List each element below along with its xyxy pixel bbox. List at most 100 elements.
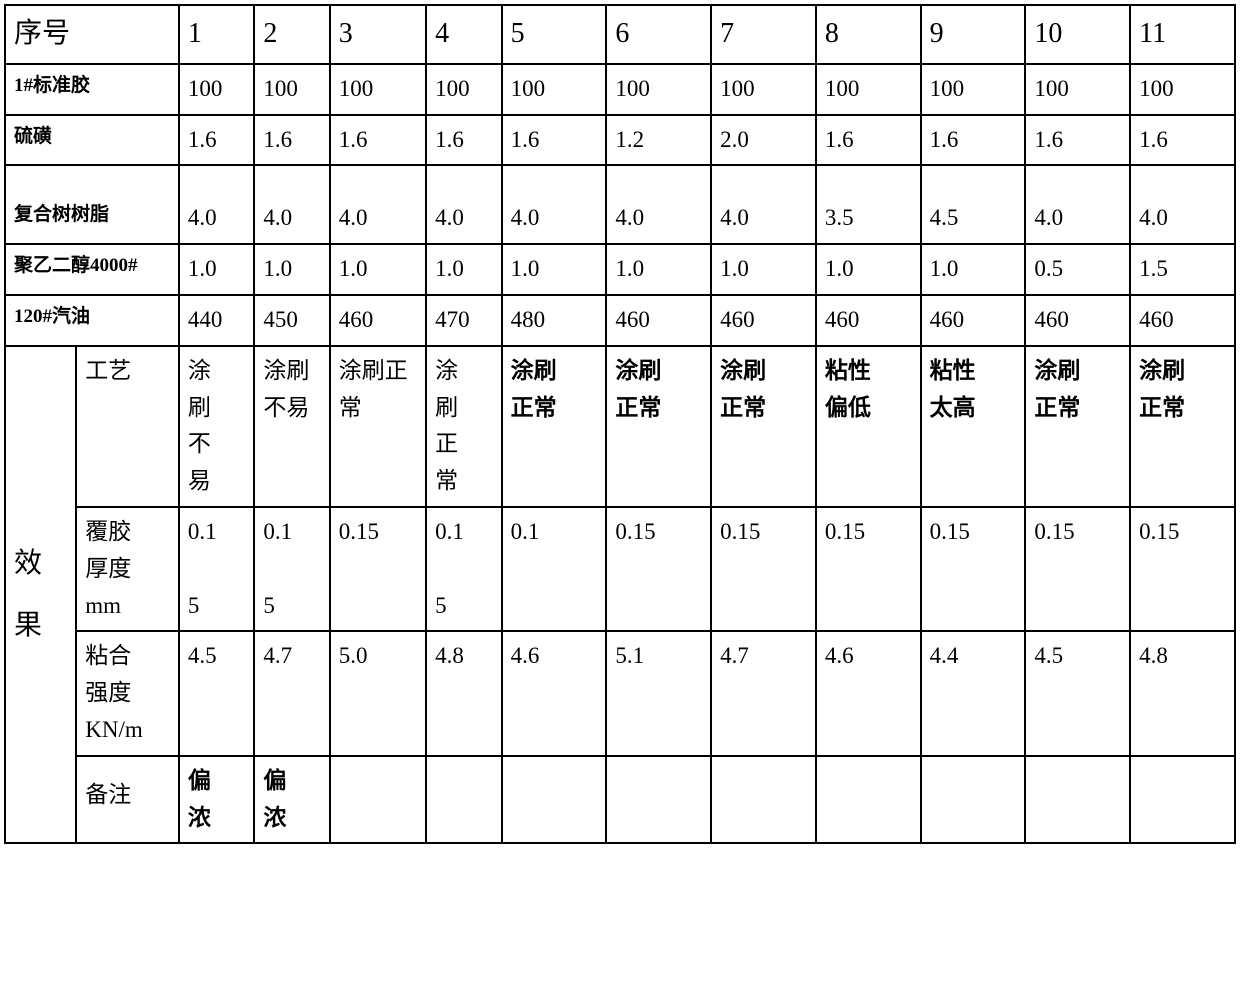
- cell: 460: [816, 295, 921, 346]
- cell: 1.6: [816, 115, 921, 166]
- cell: 460: [921, 295, 1026, 346]
- row-label: 硫磺: [5, 115, 179, 166]
- col-8: 8: [816, 5, 921, 64]
- cell: 450: [254, 295, 329, 346]
- cell: 100: [330, 64, 426, 115]
- row-label: 120#汽油: [5, 295, 179, 346]
- cell: 100: [816, 64, 921, 115]
- cell: 4.0: [711, 165, 816, 244]
- row-sulfur: 硫磺 1.6 1.6 1.6 1.6 1.6 1.2 2.0 1.6 1.6 1…: [5, 115, 1235, 166]
- row-effect-process: 效果 工艺 涂刷不易 涂刷不易 涂刷正常 涂刷正常 涂刷正常 涂刷正常 涂刷正常…: [5, 346, 1235, 507]
- cell: 4.5: [1025, 631, 1130, 755]
- header-label: 序号: [5, 5, 179, 64]
- cell: 0.15: [606, 507, 711, 631]
- row-std-glue: 1#标准胶 100 100 100 100 100 100 100 100 10…: [5, 64, 1235, 115]
- cell: 1.6: [921, 115, 1026, 166]
- cell: 1.0: [816, 244, 921, 295]
- cell: [330, 756, 426, 844]
- cell: 涂刷不易: [179, 346, 254, 507]
- cell: 涂刷正常: [1025, 346, 1130, 507]
- table-header-row: 序号 1 2 3 4 5 6 7 8 9 10 11: [5, 5, 1235, 64]
- cell: 0.15: [1130, 507, 1235, 631]
- effect-process-label: 工艺: [76, 346, 179, 507]
- cell: [711, 756, 816, 844]
- cell: 100: [254, 64, 329, 115]
- row-label: 聚乙二醇4000#: [5, 244, 179, 295]
- cell: 粘性偏低: [816, 346, 921, 507]
- cell: 4.4: [921, 631, 1026, 755]
- cell: 4.7: [711, 631, 816, 755]
- cell: 1.0: [426, 244, 501, 295]
- row-effect-thickness: 覆胶厚度mm 0.15 0.15 0.15 0.15 0.1 0.15 0.15…: [5, 507, 1235, 631]
- cell: 1.0: [254, 244, 329, 295]
- col-1: 1: [179, 5, 254, 64]
- col-11: 11: [1130, 5, 1235, 64]
- cell: 460: [606, 295, 711, 346]
- cell: 100: [179, 64, 254, 115]
- row-effect-strength: 粘合强度KN/m 4.5 4.7 5.0 4.8 4.6 5.1 4.7 4.6…: [5, 631, 1235, 755]
- cell: [921, 756, 1026, 844]
- cell: 100: [502, 64, 607, 115]
- col-9: 9: [921, 5, 1026, 64]
- cell: 1.5: [1130, 244, 1235, 295]
- cell: 4.0: [1025, 165, 1130, 244]
- cell: 460: [711, 295, 816, 346]
- cell: 0.1: [502, 507, 607, 631]
- cell: 480: [502, 295, 607, 346]
- cell: 涂刷正常: [330, 346, 426, 507]
- col-3: 3: [330, 5, 426, 64]
- cell: 100: [711, 64, 816, 115]
- cell: 1.6: [1025, 115, 1130, 166]
- cell: 4.8: [426, 631, 501, 755]
- cell: 0.15: [816, 507, 921, 631]
- cell: 涂刷正常: [711, 346, 816, 507]
- cell: 3.5: [816, 165, 921, 244]
- cell: 4.0: [330, 165, 426, 244]
- cell: 100: [921, 64, 1026, 115]
- cell: 粘性太高: [921, 346, 1026, 507]
- cell: 0.15: [1025, 507, 1130, 631]
- cell: 1.0: [921, 244, 1026, 295]
- cell: 4.6: [502, 631, 607, 755]
- cell: 440: [179, 295, 254, 346]
- cell: 0.15: [330, 507, 426, 631]
- cell: 4.0: [254, 165, 329, 244]
- cell: 4.0: [606, 165, 711, 244]
- cell: [1025, 756, 1130, 844]
- cell: 1.0: [502, 244, 607, 295]
- cell: 4.0: [1130, 165, 1235, 244]
- effect-thickness-label: 覆胶厚度mm: [76, 507, 179, 631]
- cell: 1.2: [606, 115, 711, 166]
- cell: 4.8: [1130, 631, 1235, 755]
- cell: 4.0: [179, 165, 254, 244]
- cell: 0.15: [254, 507, 329, 631]
- cell: 0.15: [711, 507, 816, 631]
- row-gasoline: 120#汽油 440 450 460 470 480 460 460 460 4…: [5, 295, 1235, 346]
- col-10: 10: [1025, 5, 1130, 64]
- data-table: 序号 1 2 3 4 5 6 7 8 9 10 11 1#标准胶 100 100…: [4, 4, 1236, 844]
- effect-label: 效果: [5, 346, 76, 844]
- cell: 1.6: [330, 115, 426, 166]
- effect-note-label: 备注: [76, 756, 179, 844]
- cell: 1.6: [426, 115, 501, 166]
- row-peg: 聚乙二醇4000# 1.0 1.0 1.0 1.0 1.0 1.0 1.0 1.…: [5, 244, 1235, 295]
- cell: 1.6: [502, 115, 607, 166]
- cell: 1.6: [1130, 115, 1235, 166]
- cell: 460: [1130, 295, 1235, 346]
- cell: 1.0: [330, 244, 426, 295]
- cell: [502, 756, 607, 844]
- cell: 涂刷正常: [502, 346, 607, 507]
- cell: 4.7: [254, 631, 329, 755]
- cell: 100: [1025, 64, 1130, 115]
- cell: 偏浓: [179, 756, 254, 844]
- row-effect-note: 备注 偏浓 偏浓: [5, 756, 1235, 844]
- col-6: 6: [606, 5, 711, 64]
- cell: [1130, 756, 1235, 844]
- cell: 1.6: [254, 115, 329, 166]
- row-label: 1#标准胶: [5, 64, 179, 115]
- cell: 460: [330, 295, 426, 346]
- effect-strength-label: 粘合强度KN/m: [76, 631, 179, 755]
- cell: 0.5: [1025, 244, 1130, 295]
- cell: 4.0: [426, 165, 501, 244]
- cell: 4.0: [502, 165, 607, 244]
